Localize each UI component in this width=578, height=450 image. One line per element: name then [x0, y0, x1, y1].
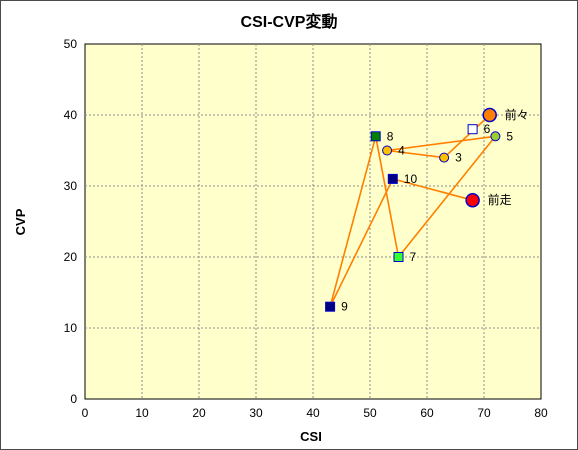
point-5-marker — [490, 131, 501, 142]
point-8-marker — [370, 131, 381, 142]
x-tick-label: 10 — [135, 406, 149, 420]
point-10-marker — [387, 173, 398, 184]
tick-labels: 0 10 20 30 40 50 60 70 80 0 10 20 30 40 50 — [64, 37, 548, 420]
point-8-label: 8 — [387, 129, 394, 143]
point-9-marker — [325, 301, 336, 312]
point-3-marker — [439, 152, 450, 163]
point-4-label: 4 — [398, 144, 405, 158]
point-7-marker — [393, 252, 404, 262]
point-10-label: 10 — [404, 172, 418, 186]
x-axis-label: CSI — [300, 429, 322, 444]
point-前々-marker — [482, 107, 497, 123]
x-tick-label: 30 — [249, 406, 263, 420]
x-tick-label: 40 — [306, 406, 320, 420]
x-tick-label: 70 — [477, 406, 491, 420]
x-tick-label: 80 — [534, 406, 548, 420]
y-tick-label: 0 — [70, 392, 77, 406]
point-7-label: 7 — [410, 250, 417, 264]
y-tick-label: 20 — [64, 250, 78, 264]
point-6-marker — [467, 124, 478, 135]
point-4-marker — [382, 145, 393, 156]
data-points — [325, 107, 501, 312]
point-3-label: 3 — [455, 151, 462, 165]
point-前走-label: 前走 — [488, 192, 512, 207]
y-tick-label: 40 — [64, 108, 78, 122]
x-tick-label: 20 — [192, 406, 206, 420]
y-tick-label: 10 — [64, 321, 78, 335]
point-前走-marker — [465, 192, 480, 208]
point-6-label: 6 — [484, 122, 491, 136]
y-tick-label: 30 — [64, 179, 78, 193]
x-tick-label: 0 — [82, 406, 89, 420]
point-前々-label: 前々 — [505, 107, 529, 122]
point-5-label: 5 — [506, 129, 513, 143]
x-tick-label: 60 — [420, 406, 434, 420]
point-9-label: 9 — [341, 300, 348, 314]
point-labels: 3 4 5 6 7 8 9 10 前走 前々 — [341, 107, 529, 314]
y-axis-label: CVP — [13, 208, 28, 235]
x-tick-label: 50 — [363, 406, 377, 420]
y-tick-label: 50 — [64, 37, 78, 51]
chart-title: CSI-CVP変動 — [241, 12, 338, 31]
